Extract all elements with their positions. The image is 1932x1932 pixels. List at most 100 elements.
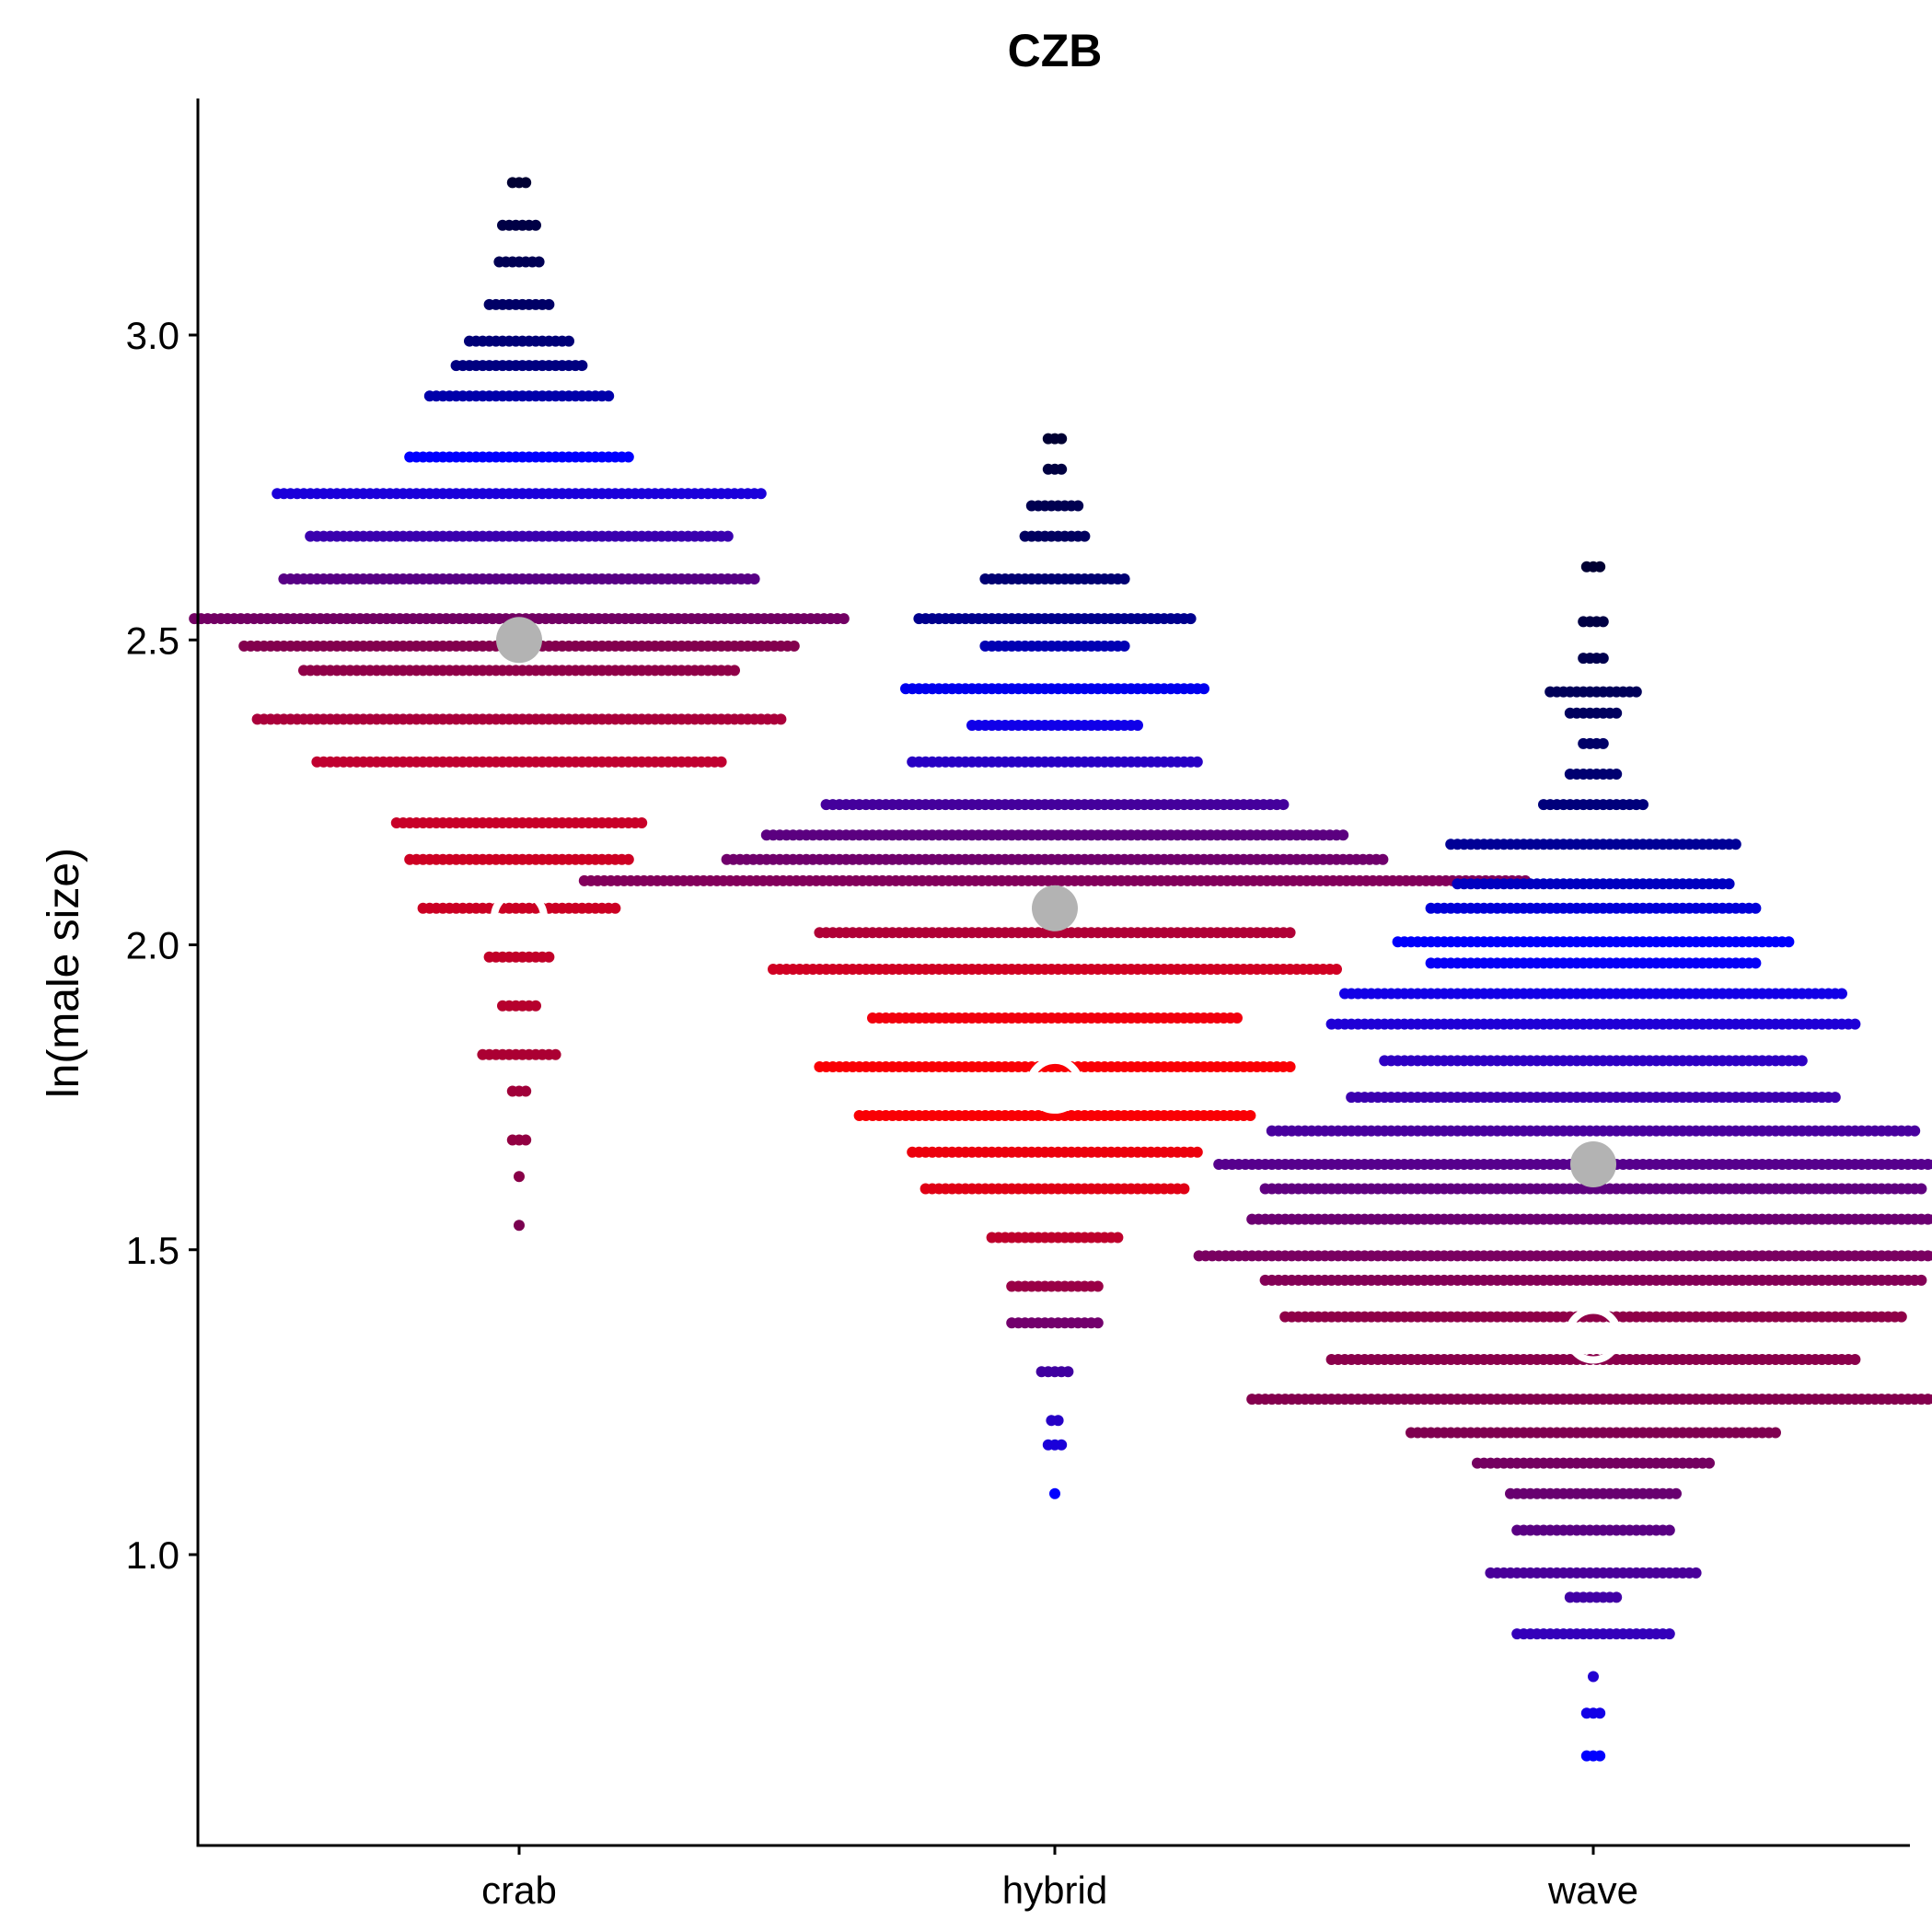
data-point — [609, 902, 621, 914]
data-point — [563, 335, 574, 347]
x-tick-label-crab: crab — [481, 1868, 557, 1912]
data-point — [514, 1220, 525, 1232]
data-point — [1594, 1750, 1606, 1762]
data-point — [1244, 1110, 1256, 1121]
data-point — [1185, 613, 1197, 625]
data-point — [775, 713, 787, 725]
data-point — [1637, 799, 1649, 811]
data-point — [1928, 1394, 1932, 1405]
data-point — [1663, 1524, 1675, 1536]
data-point — [1331, 964, 1342, 975]
swarm-hybrid — [578, 433, 1532, 1499]
data-point — [1198, 683, 1209, 695]
data-point — [543, 298, 555, 310]
mean-open-marker-crab — [491, 888, 548, 946]
points-layer — [189, 177, 1932, 1762]
data-point — [1922, 1159, 1932, 1170]
data-point — [1049, 1487, 1060, 1499]
data-point — [1284, 1061, 1296, 1072]
data-point — [1928, 1159, 1932, 1170]
chart-title: CZB — [1008, 25, 1103, 76]
x-tick-label-hybrid: hybrid — [1002, 1868, 1107, 1912]
y-tick-label: 1.5 — [126, 1229, 179, 1272]
data-point — [1052, 1415, 1064, 1427]
data-point — [1118, 640, 1130, 652]
data-point — [576, 360, 588, 372]
swarm-wave — [1193, 561, 1932, 1762]
data-point — [1704, 1457, 1715, 1469]
mean-filled-marker-wave — [1570, 1141, 1616, 1187]
data-point — [1723, 878, 1735, 890]
data-point — [550, 1048, 561, 1060]
data-point — [1770, 1427, 1781, 1439]
data-point — [520, 1134, 532, 1146]
y-axis-title: ln(male size) — [40, 848, 88, 1098]
data-point — [530, 1000, 541, 1012]
data-point — [1178, 1183, 1190, 1195]
data-point — [1750, 957, 1762, 969]
data-point — [1663, 1628, 1675, 1640]
mean-filled-marker-hybrid — [1032, 885, 1078, 931]
data-point — [1597, 737, 1609, 749]
data-point — [1072, 500, 1084, 512]
data-point — [722, 530, 734, 542]
data-point — [1056, 463, 1068, 475]
means-layer — [491, 617, 1622, 1364]
data-point — [838, 613, 850, 625]
x-tick-label-wave: wave — [1547, 1868, 1638, 1912]
data-point — [1928, 1251, 1932, 1261]
data-point — [1232, 1012, 1243, 1024]
data-point — [1611, 1591, 1623, 1603]
data-point — [622, 451, 634, 463]
data-point — [520, 1085, 532, 1097]
data-point — [1849, 1018, 1861, 1030]
y-ticks: 1.0 1.5 2.0 2.5 3.0 — [126, 314, 198, 1577]
data-point — [1915, 1274, 1927, 1286]
data-point — [603, 390, 615, 402]
data-point — [1191, 1146, 1203, 1158]
data-point — [1092, 1317, 1104, 1329]
data-point — [1377, 853, 1389, 865]
data-point — [1278, 799, 1290, 811]
data-point — [1092, 1280, 1104, 1292]
mean-open-marker-hybrid — [1026, 1056, 1083, 1114]
y-tick-label: 2.0 — [126, 924, 179, 967]
data-point — [1191, 756, 1203, 768]
data-point — [1909, 1125, 1921, 1137]
data-point — [1922, 1394, 1932, 1406]
data-point — [514, 1171, 525, 1183]
data-point — [1895, 1311, 1907, 1323]
data-point — [1922, 1213, 1932, 1225]
data-point — [1594, 1707, 1606, 1719]
data-point — [1588, 1671, 1599, 1683]
data-point — [1112, 1232, 1124, 1244]
data-point — [1597, 653, 1609, 665]
y-tick-label: 2.5 — [126, 619, 179, 662]
data-point — [1829, 1092, 1841, 1104]
data-point — [1922, 1250, 1932, 1262]
data-point — [1337, 829, 1349, 841]
data-point — [1284, 927, 1296, 939]
data-point — [1915, 1183, 1927, 1195]
data-point — [1783, 936, 1795, 948]
data-point — [1630, 686, 1642, 698]
data-point — [1671, 1487, 1682, 1499]
data-point — [788, 640, 800, 652]
data-point — [1132, 720, 1143, 731]
y-tick-label: 3.0 — [126, 314, 179, 357]
data-point — [622, 853, 634, 865]
data-point — [1118, 573, 1130, 584]
data-point — [533, 256, 545, 268]
data-point — [1928, 1214, 1932, 1224]
data-point — [1079, 530, 1091, 542]
data-point — [636, 817, 648, 828]
data-point — [1056, 433, 1068, 445]
swarm-crab — [189, 177, 850, 1232]
data-point — [543, 951, 555, 963]
x-ticks: crab hybrid wave — [481, 1845, 1638, 1912]
data-point — [1750, 902, 1762, 914]
data-point — [715, 756, 727, 768]
data-point — [530, 219, 541, 231]
